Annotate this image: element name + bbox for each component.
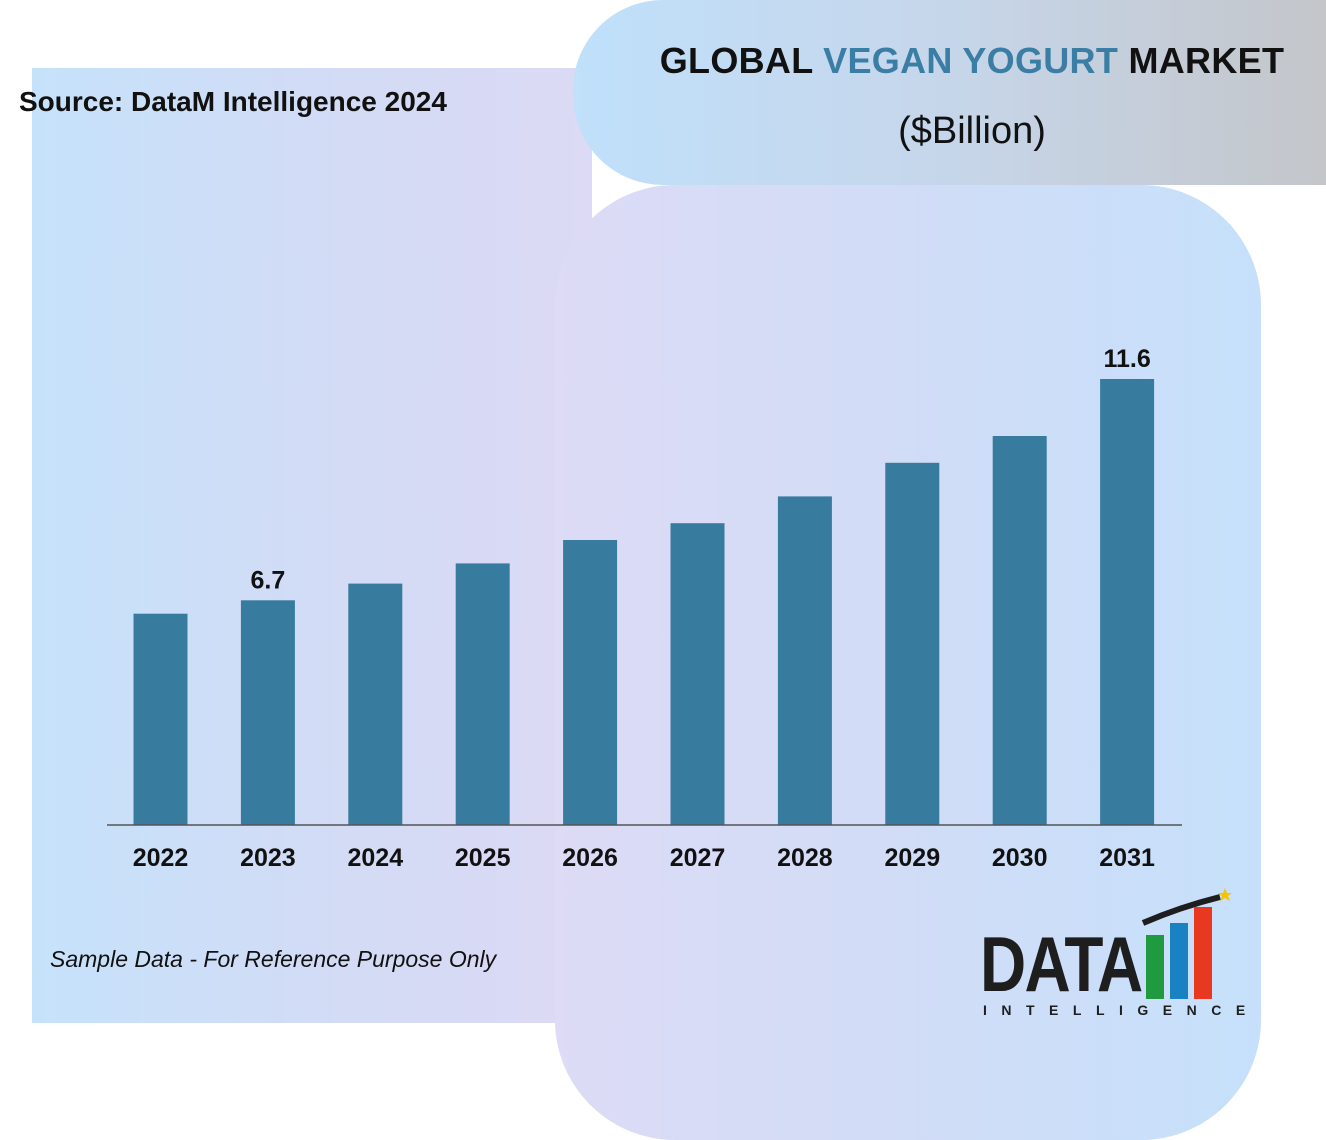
x-tick-label: 2025 [455,844,511,872]
source-label: Source: DataM Intelligence 2024 [19,86,447,117]
logo-star-icon [1218,888,1232,901]
logo-bar-blue [1170,923,1188,999]
x-tick-label: 2029 [884,844,940,872]
bar-2028 [777,496,832,825]
x-tick-label: 2024 [347,844,403,872]
data-label-2023: 6.7 [251,566,286,594]
bar-2027 [670,523,725,825]
x-tick-label: 2026 [562,844,618,872]
reference-note: Sample Data - For Reference Purpose Only [50,946,497,972]
bar-2031 [1100,379,1155,825]
bar-2022 [133,613,188,825]
title-part-3: MARKET [1118,40,1285,81]
chart-subtitle: ($Billion) [898,110,1046,152]
x-tick-label: 2023 [240,844,296,872]
title-part-1: GLOBAL [659,40,824,81]
logo-graphic [1141,888,1232,999]
logo-bar-green [1146,935,1164,999]
logo-word: DATA [980,920,1143,1008]
title-band [573,0,1326,185]
logo-bar-red [1194,907,1212,999]
x-tick-label: 2030 [992,844,1048,872]
bar-2026 [563,540,618,825]
bar-2025 [455,563,510,825]
chart-title: GLOBAL VEGAN YOGURT MARKET [573,40,1326,82]
datam-logo: DATA INTELLIGENCE [975,885,1245,1025]
bar-2023 [240,600,295,825]
logo-swoosh [1141,894,1221,926]
bar-2030 [992,436,1047,825]
bar-2024 [348,583,403,825]
title-accent: VEGAN YOGURT [823,40,1119,81]
logo-subtitle: INTELLIGENCE [983,1002,1260,1018]
x-tick-label: 2022 [133,844,189,872]
x-tick-label: 2027 [670,844,726,872]
x-tick-label: 2028 [777,844,833,872]
x-tick-label: 2031 [1099,844,1155,872]
bar-2029 [885,462,940,825]
data-label-2031: 11.6 [1103,345,1150,373]
background-left-panel [32,68,592,1023]
